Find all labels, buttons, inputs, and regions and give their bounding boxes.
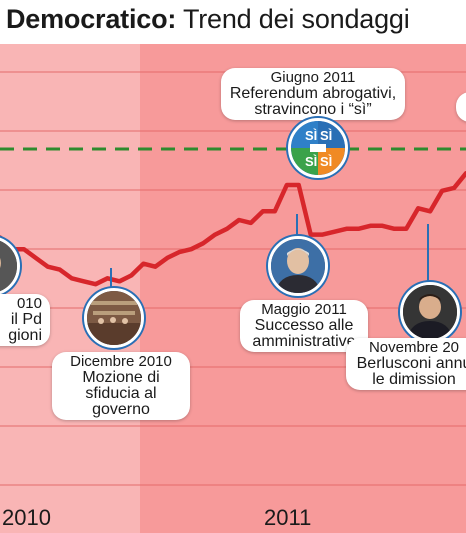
annotation-novembre-2011: Novembre 20 Berlusconi annu le dimission xyxy=(346,338,466,390)
berlusconi-portrait-icon xyxy=(400,282,460,342)
series-points xyxy=(0,173,466,285)
politician-portrait-icon xyxy=(268,236,328,296)
annotation-date: Giugno 2011 xyxy=(270,69,356,86)
x-tick-2011: 2011 xyxy=(264,505,312,530)
annotation-giugno-2011: Giugno 2011 Referendum abrogativi, strav… xyxy=(221,68,405,120)
annotation-pin xyxy=(427,224,429,284)
annotation-maggio-2011: Maggio 2011 Successo alle amministrative xyxy=(240,300,368,352)
annotation-text: Berlusconi annu le dimission xyxy=(356,355,466,388)
annotation-pin xyxy=(296,214,298,236)
svg-text:SÌ: SÌ xyxy=(320,128,332,143)
annotation-date: Novembre 20 xyxy=(368,339,460,356)
svg-text:SÌ: SÌ xyxy=(320,154,332,169)
svg-text:SÌ: SÌ xyxy=(305,128,317,143)
annotation-dicembre-2010: Dicembre 2010 Mozione di sfiducia al gov… xyxy=(52,352,190,420)
annotation-text: Successo alle amministrative xyxy=(252,317,356,350)
annotation-text: Mozione di sfiducia al governo xyxy=(82,369,160,418)
x-tick-2010: 2010 xyxy=(2,505,51,530)
annotation-left-partial: 010 il Pd gioni xyxy=(0,294,50,346)
annotation-date: 010 xyxy=(16,295,42,312)
annotation-text: Referendum abrogativi, stravincono i “sì… xyxy=(229,85,397,118)
annotation-date: Maggio 2011 xyxy=(261,301,347,318)
annotation-pin xyxy=(110,268,112,288)
svg-text:SÌ: SÌ xyxy=(305,154,317,169)
title-bold: Democratico: xyxy=(6,4,177,34)
parliament-chamber-icon xyxy=(84,288,144,348)
annotation-date: Dicembre 2010 xyxy=(70,353,172,370)
referendum-si-logo-icon: SÌ SÌ SÌ SÌ xyxy=(288,118,348,178)
series-line xyxy=(0,171,466,287)
title-rest: Trend dei sondaggi xyxy=(176,4,410,34)
annotation-text: il Pd gioni xyxy=(8,311,42,344)
chart-title: Democratico: Trend dei sondaggi xyxy=(6,4,410,35)
annotation-right-partial xyxy=(456,92,466,122)
